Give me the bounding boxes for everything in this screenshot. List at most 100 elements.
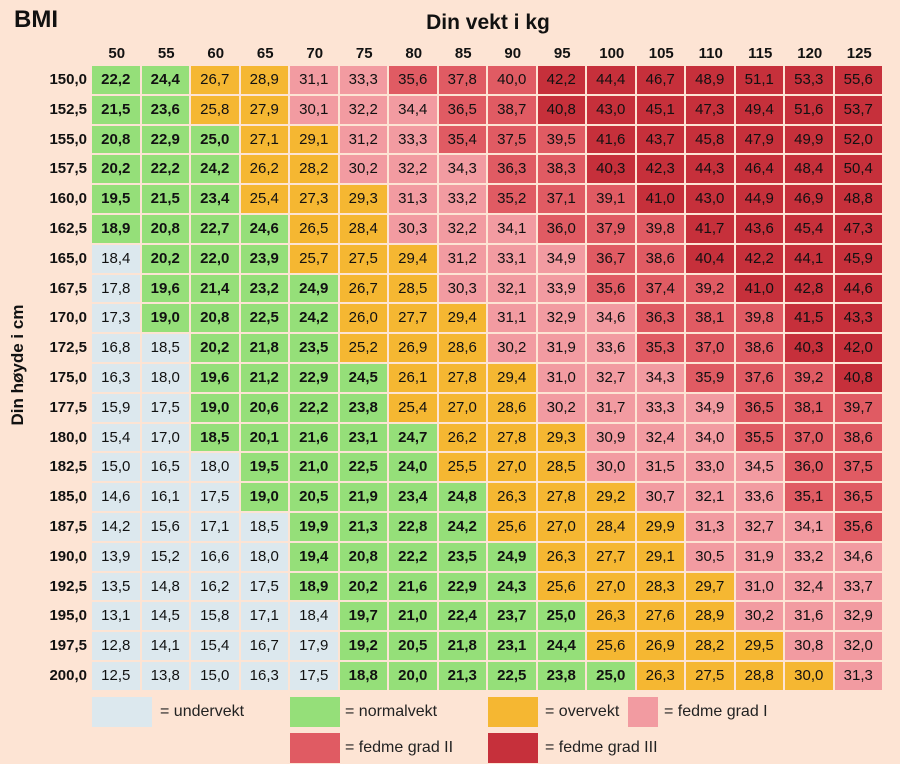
bmi-cell: 18,5 [191, 423, 239, 452]
bmi-cell: 34,3 [438, 155, 486, 184]
bmi-cell: 22,2 [141, 155, 189, 184]
bmi-cell: 40,8 [834, 364, 882, 392]
bmi-cell: 33,0 [686, 453, 734, 482]
bmi-cell: 12,8 [92, 632, 140, 660]
bmi-cell: 35,1 [785, 483, 833, 511]
legend-label: = fedme grad I [664, 703, 768, 720]
bmi-cell: 31,0 [537, 364, 585, 392]
bmi-cell: 19,0 [240, 483, 288, 511]
bmi-cell: 29,3 [339, 185, 387, 213]
bmi-cell: 32,2 [438, 215, 486, 243]
bmi-cell: 31,9 [735, 542, 783, 571]
bmi-cell: 26,7 [191, 66, 239, 94]
bmi-cell: 46,4 [735, 155, 783, 184]
bmi-cell: 38,7 [488, 95, 536, 124]
bmi-cell: 39,2 [686, 274, 734, 303]
bmi-cell: 19,6 [191, 364, 239, 392]
height-header: 187,5 [49, 518, 87, 535]
bmi-cell: 37,4 [636, 274, 684, 303]
bmi-cell: 29,2 [587, 483, 635, 511]
bmi-cell: 30,7 [636, 483, 684, 511]
legend-label: = normalvekt [345, 703, 438, 720]
weight-header: 120 [797, 45, 823, 62]
bmi-cell: 14,5 [141, 602, 189, 631]
bmi-cell: 22,5 [488, 662, 536, 690]
bmi-cell: 45,4 [785, 215, 833, 243]
bmi-cell: 27,5 [339, 244, 387, 273]
bmi-cell: 32,7 [735, 513, 783, 541]
bmi-cell: 30,1 [290, 95, 338, 124]
bmi-cell: 25,4 [389, 393, 437, 422]
bmi-cell: 41,0 [636, 185, 684, 213]
bmi-cell: 16,6 [191, 542, 239, 571]
bmi-cell: 39,8 [735, 304, 783, 333]
bmi-cell: 29,9 [636, 513, 684, 541]
bmi-cell: 29,1 [290, 125, 338, 154]
bmi-cell: 20,5 [290, 483, 338, 511]
bmi-cell: 32,1 [488, 274, 536, 303]
bmi-cell: 36,3 [488, 155, 536, 184]
bmi-cell: 24,2 [438, 513, 486, 541]
bmi-cell: 36,7 [587, 244, 635, 273]
bmi-cell: 35,3 [636, 334, 684, 362]
bmi-cell: 15,4 [92, 423, 140, 452]
bmi-cell: 35,9 [686, 364, 734, 392]
bmi-cell: 24,9 [488, 542, 536, 571]
bmi-cell: 42,8 [785, 274, 833, 303]
bmi-cell: 23,5 [290, 334, 338, 362]
bmi-cell: 15,8 [191, 602, 239, 631]
bmi-cell: 44,4 [587, 66, 635, 94]
height-header: 155,0 [49, 130, 87, 148]
legend-label: = undervekt [160, 703, 245, 720]
bmi-cell: 24,6 [240, 215, 288, 243]
bmi-cell: 43,6 [735, 215, 783, 243]
bmi-cell: 40,4 [686, 244, 734, 273]
bmi-cell: 28,4 [339, 215, 387, 243]
height-header: 162,5 [49, 220, 87, 237]
bmi-cell: 19,4 [290, 542, 338, 571]
weight-header: 80 [405, 45, 423, 62]
bmi-cell: 28,4 [587, 513, 635, 541]
weight-header: 110 [698, 45, 723, 62]
legend-label: = fedme grad II [345, 739, 454, 756]
bmi-cell: 26,2 [438, 423, 486, 452]
height-header: 152,5 [49, 100, 87, 118]
bmi-cell: 18,5 [240, 513, 288, 541]
bmi-cell: 27,8 [537, 483, 585, 511]
bmi-cell: 28,2 [686, 632, 734, 660]
bmi-cell: 28,9 [686, 602, 734, 631]
bmi-cell: 37,0 [785, 423, 833, 452]
bmi-cell: 26,2 [240, 155, 288, 184]
bmi-cell: 21,5 [141, 185, 189, 213]
bmi-cell: 27,8 [438, 364, 486, 392]
bmi-cell: 34,0 [686, 423, 734, 452]
bmi-cell: 23,1 [488, 632, 536, 660]
bmi-cell: 18,0 [191, 453, 239, 482]
bmi-cell: 27,0 [488, 453, 536, 482]
height-header: 150,0 [49, 71, 87, 88]
bmi-cell: 47,9 [735, 125, 783, 154]
bmi-cell: 37,5 [834, 453, 882, 482]
bmi-cell: 26,5 [290, 215, 338, 243]
bmi-cell: 24,0 [389, 453, 437, 482]
height-header: 195,0 [49, 607, 87, 625]
bmi-cell: 21,4 [191, 274, 239, 303]
bmi-cell: 33,6 [587, 334, 635, 362]
weight-header: 85 [454, 45, 472, 62]
bmi-cell: 15,0 [191, 662, 239, 690]
bmi-cell: 20,0 [389, 662, 437, 690]
bmi-cell: 17,1 [191, 513, 239, 541]
bmi-cell: 26,9 [389, 334, 437, 362]
bmi-cell: 46,7 [636, 66, 684, 94]
bmi-cell: 43,0 [686, 185, 734, 213]
bmi-cell: 20,6 [240, 393, 288, 422]
bmi-cell: 17,5 [141, 393, 189, 422]
title: BMI [14, 6, 58, 33]
height-header: 160,0 [49, 190, 87, 208]
bmi-cell: 27,3 [290, 185, 338, 213]
bmi-cell: 29,5 [735, 632, 783, 660]
bmi-cell: 21,0 [389, 602, 437, 631]
bmi-cell: 19,5 [240, 453, 288, 482]
weight-header: 75 [355, 45, 373, 62]
